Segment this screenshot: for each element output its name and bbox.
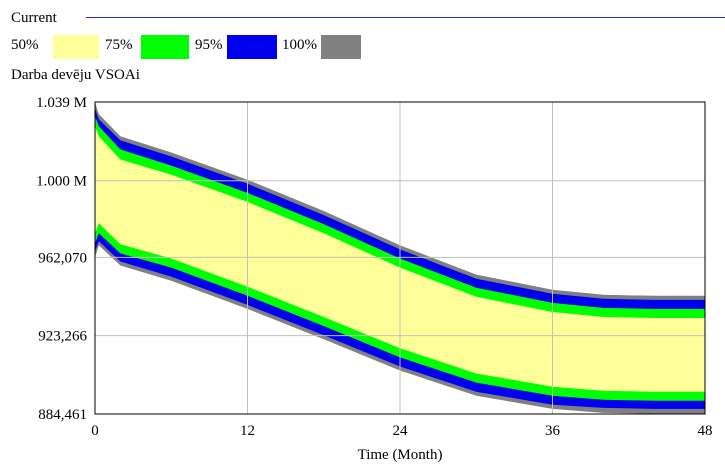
plot-area-border (94, 101, 706, 415)
y-tick-label: 962,070 (38, 250, 87, 266)
x-axis-label: Time (Month) (358, 447, 443, 463)
y-tick-label: 1.039 M (36, 95, 87, 111)
x-tick-label: 12 (240, 423, 255, 439)
legend-swatch (141, 35, 189, 59)
legend-label: 50% (11, 37, 39, 53)
legend-label: 100% (282, 37, 317, 53)
x-tick-label: 36 (545, 423, 561, 439)
chart-title: Darba devēju VSOAi (11, 67, 140, 83)
legend-label: 75% (105, 37, 133, 53)
legend-swatch (321, 35, 361, 59)
y-tick-label: 884,461 (38, 407, 87, 423)
y-tick-label: 923,266 (38, 329, 87, 345)
x-tick-label: 24 (393, 423, 409, 439)
header-line (86, 17, 725, 18)
legend-swatch (227, 35, 277, 59)
x-tick-label: 0 (91, 423, 99, 439)
x-tick-label: 48 (698, 423, 713, 439)
legend-title: Current (11, 10, 57, 26)
y-tick-label: 1.000 M (36, 174, 87, 190)
legend-swatch (53, 35, 99, 59)
legend-label: 95% (195, 37, 223, 53)
